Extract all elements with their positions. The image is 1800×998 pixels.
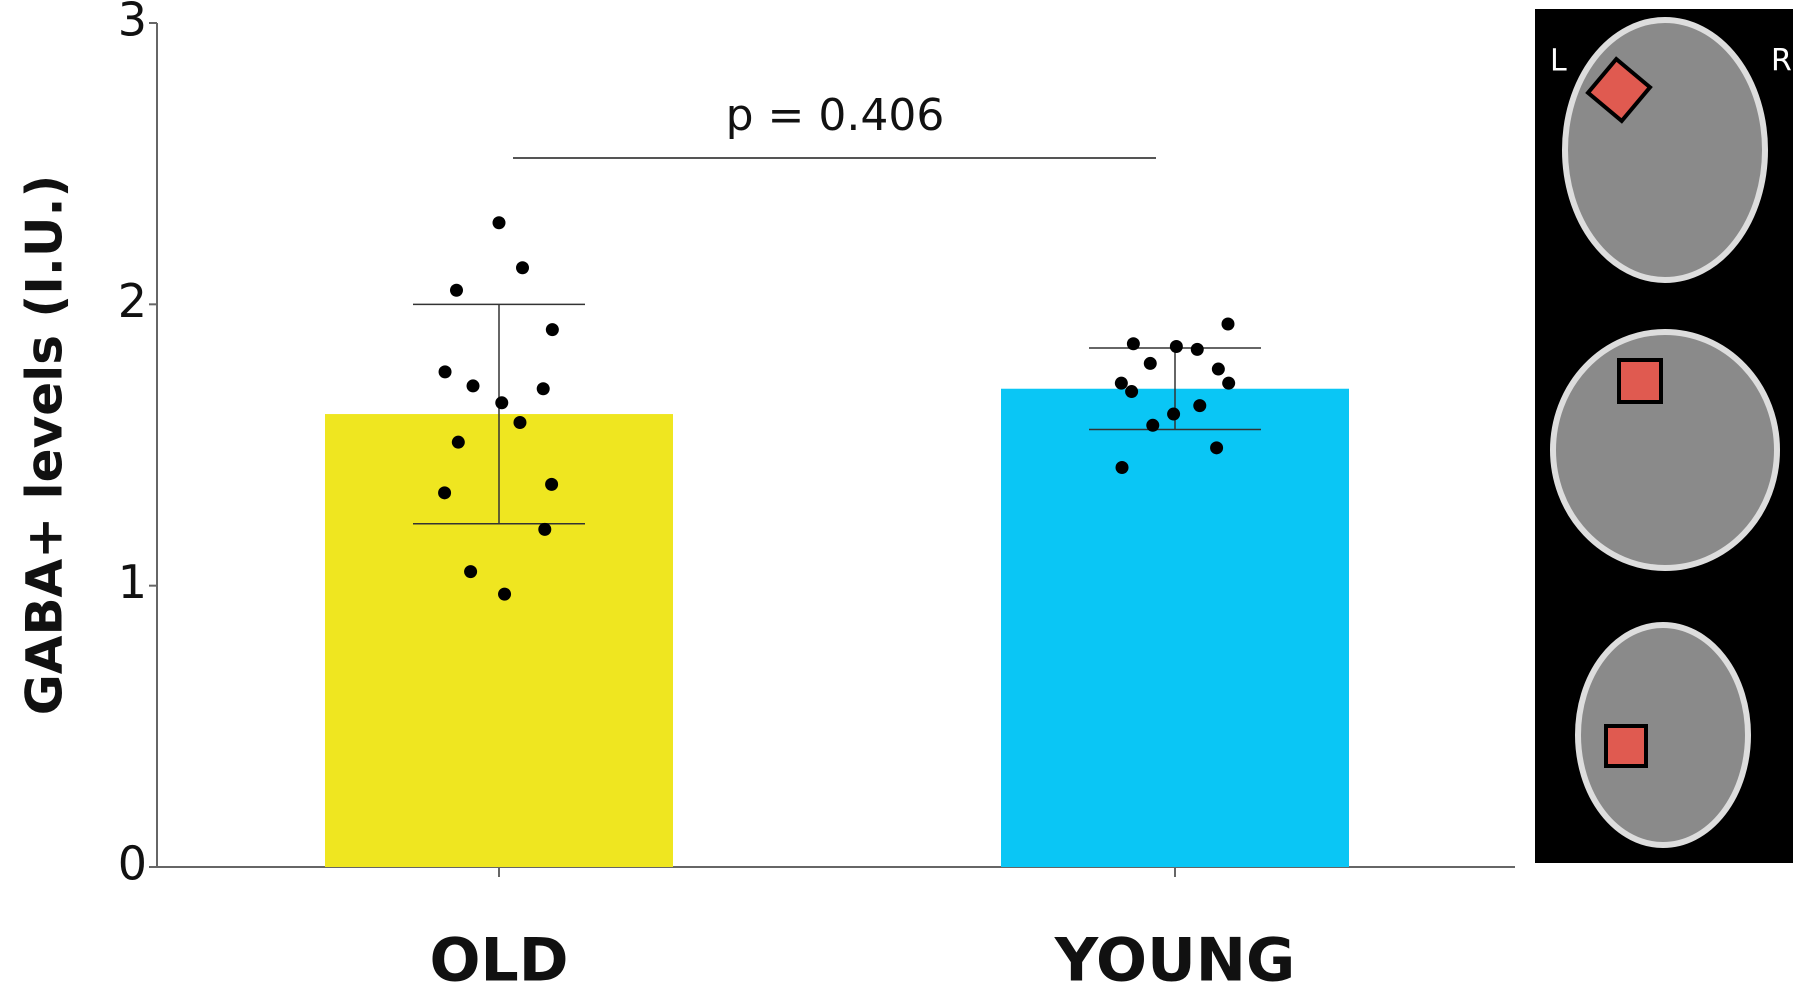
voxel bbox=[1617, 358, 1663, 404]
left-label: L bbox=[1550, 44, 1567, 79]
data-point bbox=[1114, 376, 1128, 390]
data-point bbox=[1167, 407, 1181, 421]
sagittal-slice bbox=[1550, 329, 1780, 571]
data-point bbox=[1169, 340, 1183, 354]
data-point bbox=[498, 587, 512, 601]
data-point bbox=[545, 477, 559, 491]
data-point bbox=[513, 415, 527, 429]
data-point bbox=[536, 382, 550, 396]
data-point bbox=[1115, 461, 1129, 475]
data-point bbox=[1193, 399, 1207, 413]
data-point bbox=[538, 522, 552, 536]
x-tick-label: OLD bbox=[429, 926, 568, 996]
data-point bbox=[545, 323, 559, 337]
data-point bbox=[1190, 342, 1204, 356]
data-point bbox=[438, 365, 452, 379]
data-point bbox=[438, 486, 452, 500]
brain-panel: L R bbox=[1535, 9, 1793, 863]
data-point bbox=[495, 396, 509, 410]
annotation: p = 0.406 bbox=[726, 90, 945, 141]
data-point bbox=[1222, 376, 1236, 390]
data-point bbox=[1211, 362, 1225, 376]
right-label: R bbox=[1771, 44, 1792, 79]
y-tick-label: 3 bbox=[118, 0, 147, 47]
axial-slice bbox=[1575, 622, 1751, 848]
coronal-slice bbox=[1562, 17, 1768, 283]
data-point bbox=[492, 216, 506, 230]
data-point bbox=[1210, 441, 1224, 455]
data-point bbox=[1143, 356, 1157, 370]
data-point bbox=[1125, 385, 1139, 399]
voxel bbox=[1604, 724, 1648, 768]
y-tick-label: 0 bbox=[118, 837, 147, 891]
data-point bbox=[1126, 337, 1140, 351]
data-point bbox=[464, 565, 478, 579]
y-tick-label: 1 bbox=[118, 555, 147, 609]
voxel bbox=[1585, 56, 1653, 124]
data-point bbox=[1146, 418, 1160, 432]
data-point bbox=[516, 261, 530, 275]
y-axis-label: GABA+ levels (I.U.) bbox=[16, 175, 74, 716]
data-point bbox=[1221, 317, 1235, 331]
data-point bbox=[466, 379, 480, 393]
data-point bbox=[449, 283, 463, 297]
bar bbox=[1001, 388, 1349, 867]
x-tick-label: YOUNG bbox=[1054, 926, 1296, 996]
data-point bbox=[451, 435, 465, 449]
y-tick-label: 2 bbox=[118, 274, 147, 328]
